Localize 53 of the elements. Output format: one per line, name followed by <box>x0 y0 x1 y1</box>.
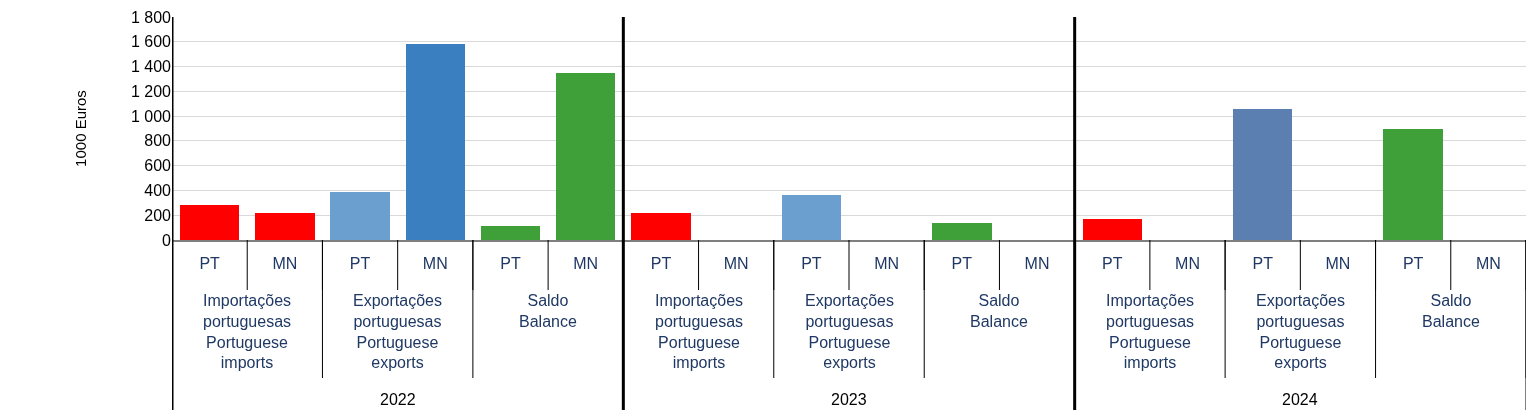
x-tick-label: MN <box>1175 255 1200 273</box>
bar <box>782 195 841 240</box>
x-tick-label: PT <box>650 255 672 273</box>
bar <box>406 44 465 240</box>
x-tick-label: PT <box>199 255 221 273</box>
x-tick-label: MN <box>723 255 749 273</box>
text: Exportações portuguesas Portuguese exports <box>1256 292 1345 372</box>
text: 2024 <box>1282 391 1318 408</box>
x-tick-label: MN <box>1475 255 1501 273</box>
x-tick-label: MN <box>272 255 298 273</box>
x-tick-label: MN <box>573 255 599 273</box>
bar <box>180 205 239 240</box>
text: Saldo Balance <box>1422 292 1480 330</box>
x-tick-label: PT <box>1102 255 1123 273</box>
text: 2023 <box>831 391 867 408</box>
text: Importações portuguesas Portuguese imports <box>203 292 292 372</box>
y-tick-label: 400 <box>144 182 172 200</box>
y-tick-label: 1 000 <box>130 107 172 125</box>
bar <box>255 213 315 240</box>
y-tick-label: 800 <box>144 132 172 150</box>
text: Saldo Balance <box>970 292 1028 330</box>
text: 2022 <box>380 391 416 408</box>
x-tick-label: MN <box>874 255 900 273</box>
y-tick-label: 1 400 <box>130 58 172 76</box>
x-tick-label: PT <box>349 255 371 273</box>
bar <box>330 192 390 240</box>
bar <box>556 73 615 240</box>
x-tick-label: PT <box>951 255 973 273</box>
y-tick-label: 1 200 <box>130 82 172 100</box>
x-tick-label: PT <box>1252 255 1274 273</box>
x-tick-label: MN <box>1325 255 1351 273</box>
x-tick-label: PT <box>801 255 822 273</box>
y-tick-label: 0 <box>162 231 172 249</box>
y-axis-title: 1000 Euros <box>72 90 90 167</box>
bar <box>481 226 540 240</box>
y-tick-label: 1 800 <box>130 8 172 26</box>
bar <box>1083 219 1142 240</box>
x-tick-label: MN <box>422 255 448 273</box>
text: Exportações portuguesas Portuguese exports <box>805 292 894 372</box>
x-tick-label: MN <box>1024 255 1050 273</box>
y-tick-label: 200 <box>144 206 172 224</box>
bar <box>1233 109 1292 240</box>
text: Importações portuguesas Portuguese imports <box>655 292 744 372</box>
bar <box>932 223 992 240</box>
text: Importações portuguesas Portuguese imports <box>1106 292 1195 372</box>
x-tick-label: PT <box>1402 255 1424 273</box>
bar <box>631 213 691 240</box>
x-tick-label: PT <box>500 255 521 273</box>
bar <box>1383 129 1443 240</box>
text: Saldo Balance <box>519 292 577 330</box>
y-tick-label: 600 <box>144 157 172 175</box>
y-tick-label: 1 600 <box>130 33 172 51</box>
text: Exportações portuguesas Portuguese exports <box>353 292 442 372</box>
